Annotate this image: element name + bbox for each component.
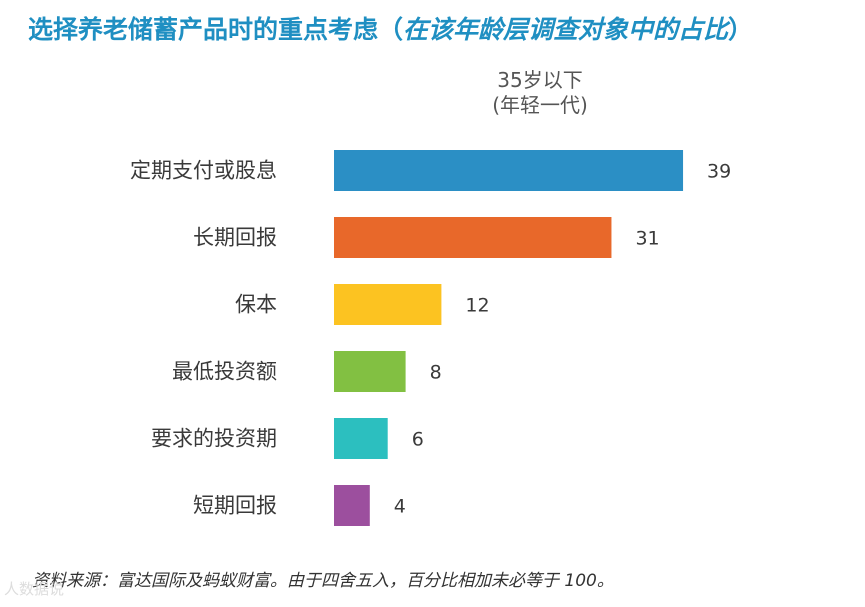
series-header-line2: (年轻一代) [492,93,588,117]
bar-2 [334,217,612,258]
bar-5 [334,418,388,459]
category-label: 短期回报 [193,494,277,518]
source-footnote: 资料来源：富达国际及蚂蚁财富。由于四舍五入，百分比相加未必等于 100。 [32,571,614,591]
category-label: 最低投资额 [172,360,277,384]
value-label: 12 [465,295,489,317]
value-label: 39 [707,161,731,183]
bar-4 [334,351,406,392]
category-label: 定期支付或股息 [130,159,277,183]
bar-3 [334,284,442,325]
category-label: 要求的投资期 [151,427,277,451]
chart-title: 选择养老储蓄产品时的重点考虑（在该年龄层调查对象中的占比） [28,10,858,46]
title-italic: 在该年龄层调查对象中的占比 [403,15,729,44]
value-label: 8 [430,362,442,384]
value-label: 6 [412,429,424,451]
category-label: 长期回报 [193,226,277,250]
value-label: 4 [394,496,406,518]
category-label: 保本 [235,293,277,317]
bar-1 [334,150,684,191]
title-close: ） [728,15,754,44]
value-label: 31 [635,228,659,250]
series-header-line1: 35岁以下 [497,68,583,92]
bar-6 [334,485,370,526]
watermark-text: 人数据说 [4,580,65,598]
series-header: 35岁以下 (年轻一代) [440,68,640,118]
title-main: 选择养老储蓄产品时的重点考虑（ [28,15,404,44]
